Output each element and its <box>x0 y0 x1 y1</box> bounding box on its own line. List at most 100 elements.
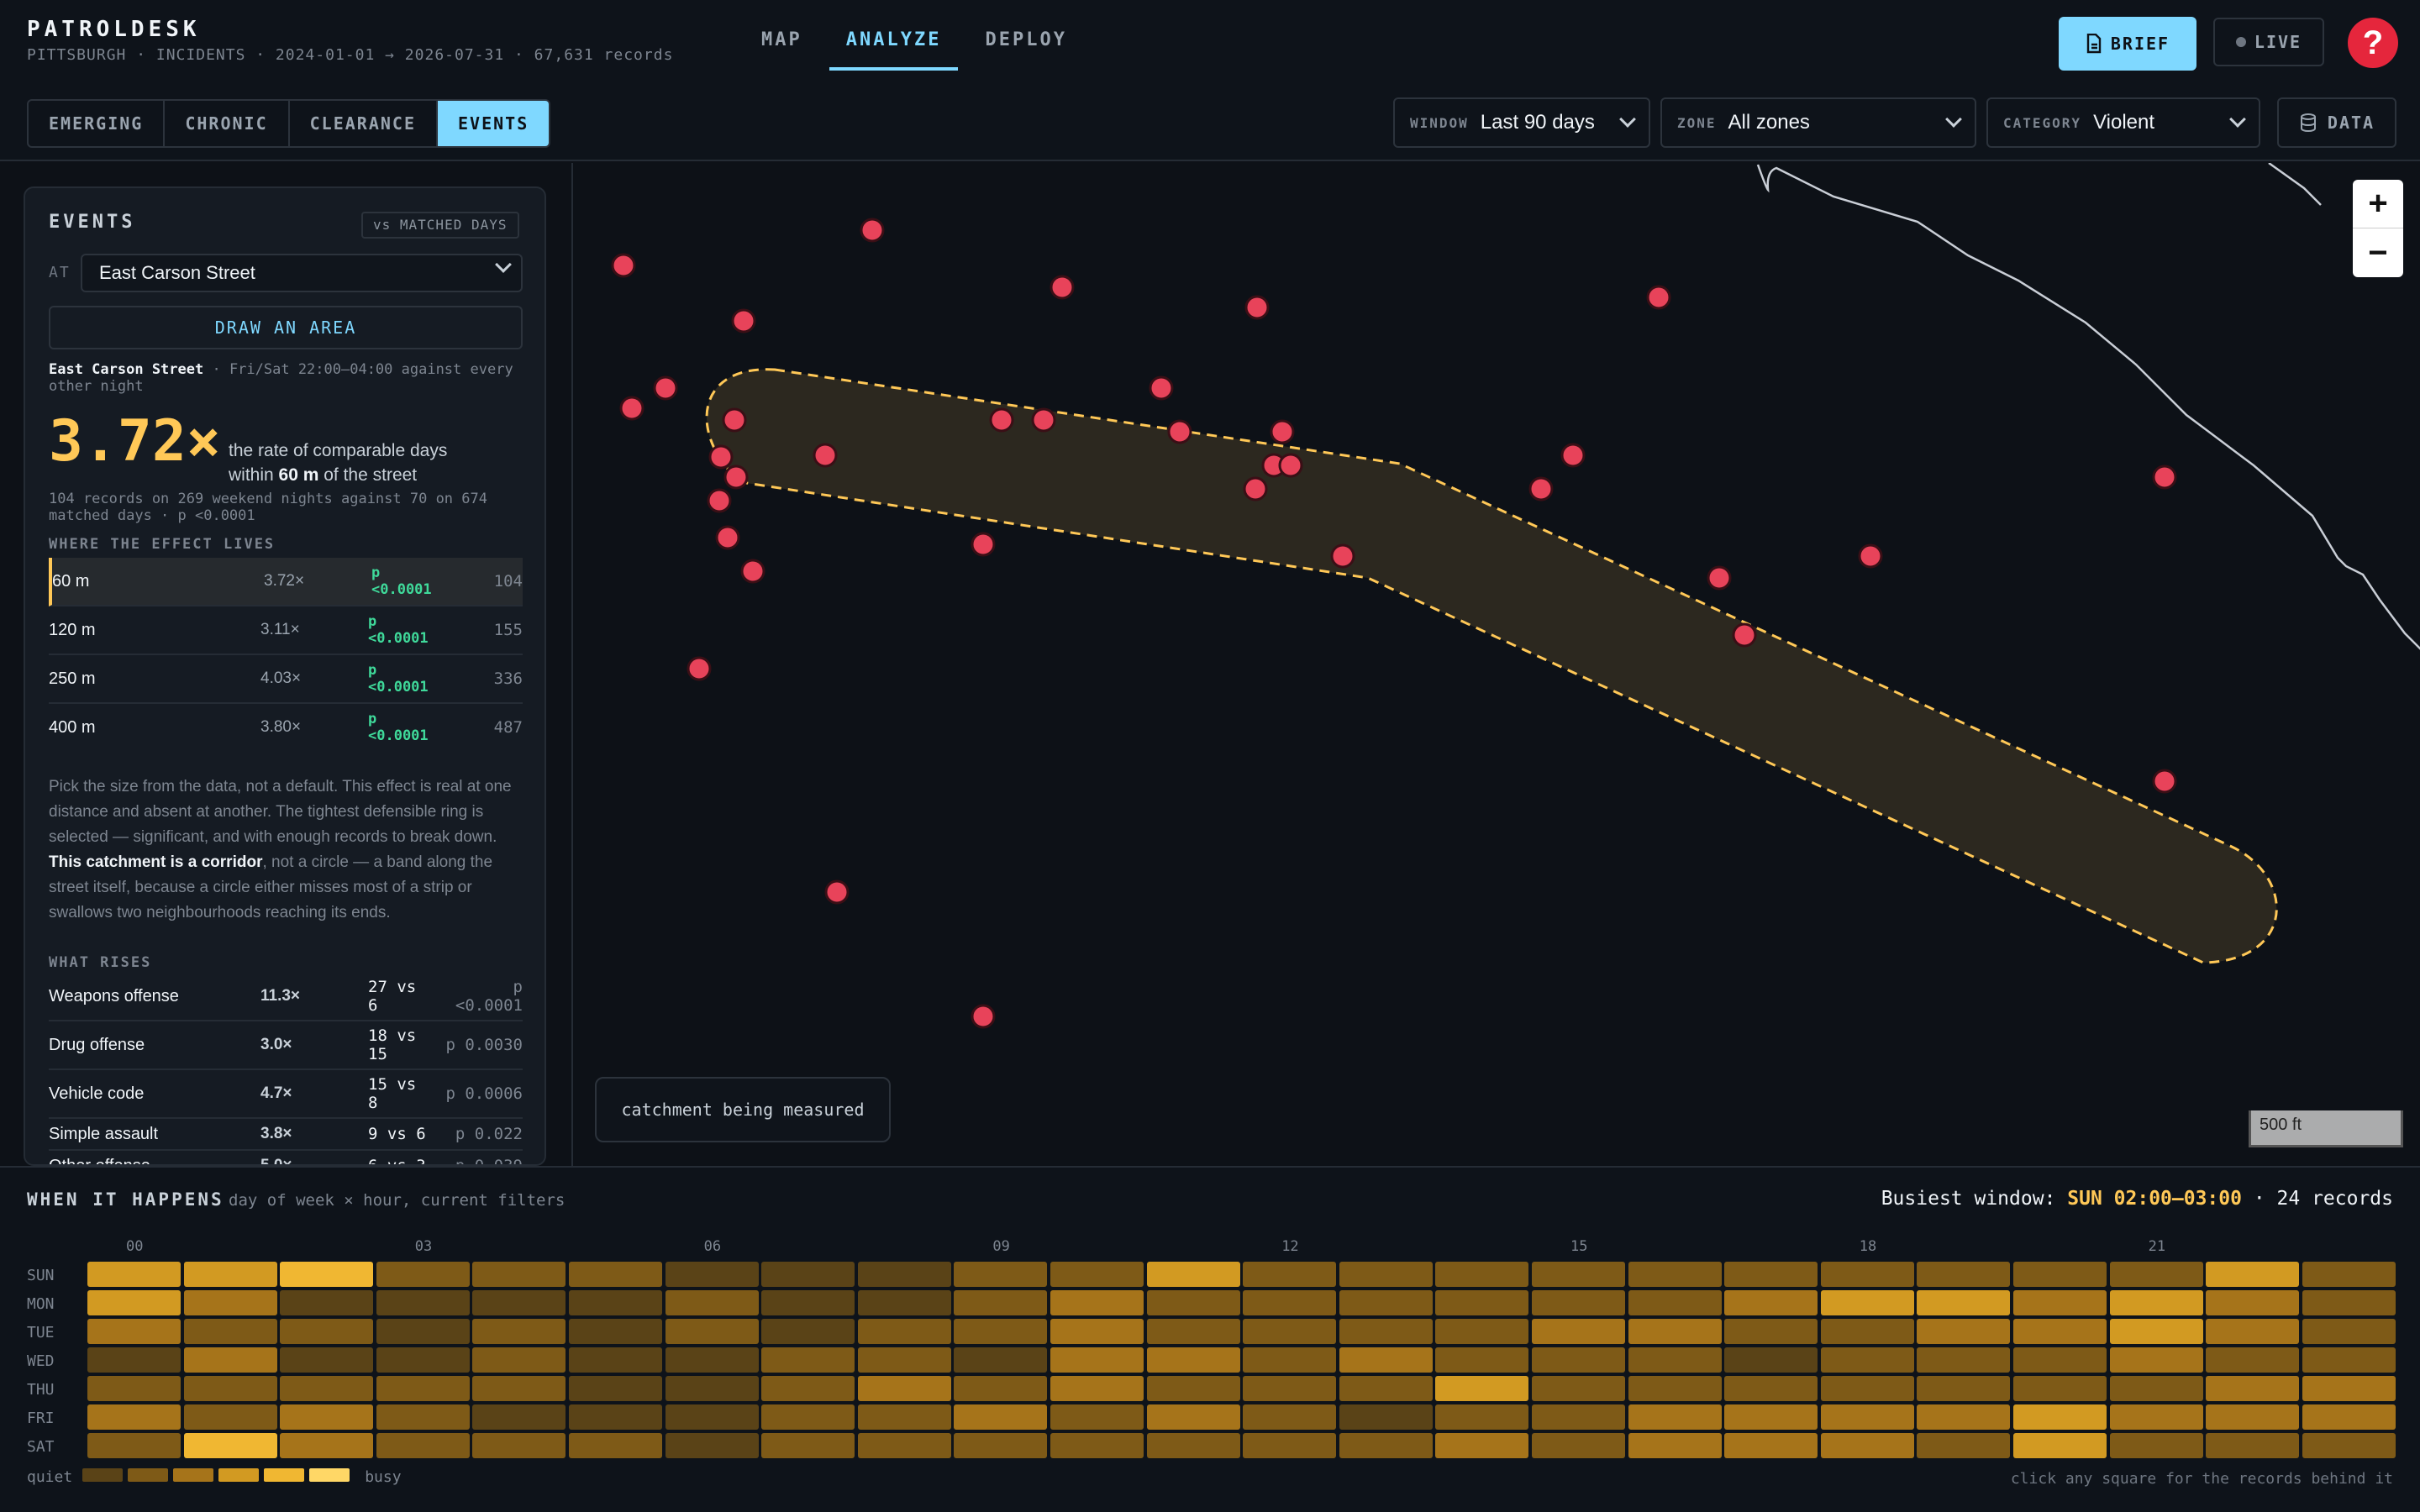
mode-events[interactable]: EVENTS <box>438 101 550 146</box>
heatmap-cell[interactable] <box>1050 1319 1144 1344</box>
heatmap-cell[interactable] <box>1146 1319 1240 1344</box>
incident-marker[interactable] <box>611 253 636 278</box>
incident-marker[interactable] <box>1167 419 1192 444</box>
heatmap-cell[interactable] <box>472 1290 566 1315</box>
heatmap-cell[interactable] <box>376 1319 470 1344</box>
heatmap-cell[interactable] <box>954 1290 1048 1315</box>
heatmap-cell[interactable] <box>1628 1404 1722 1430</box>
heatmap-cell[interactable] <box>2013 1376 2107 1401</box>
heatmap-cell[interactable] <box>954 1262 1048 1287</box>
heatmap-cell[interactable] <box>2302 1376 2396 1401</box>
incident-marker[interactable] <box>1278 453 1303 478</box>
heatmap-cell[interactable] <box>472 1433 566 1458</box>
heatmap-cell[interactable] <box>1339 1404 1433 1430</box>
incident-marker[interactable] <box>989 407 1014 433</box>
incident-marker[interactable] <box>1528 476 1554 501</box>
heatmap-cell[interactable] <box>1628 1319 1722 1344</box>
heatmap-cell[interactable] <box>1820 1404 1914 1430</box>
heatmap-cell[interactable] <box>2013 1433 2107 1458</box>
rise-row[interactable]: Drug offense 3.0× 18 vs 15 p 0.0030 <box>49 1021 523 1070</box>
heatmap-cell[interactable] <box>1724 1376 1818 1401</box>
heatmap-cell[interactable] <box>1917 1290 2011 1315</box>
heatmap-cell[interactable] <box>1243 1404 1337 1430</box>
heatmap-cell[interactable] <box>569 1376 662 1401</box>
heatmap-cell[interactable] <box>2302 1347 2396 1373</box>
heatmap-cell[interactable] <box>1146 1404 1240 1430</box>
heatmap-cell[interactable] <box>857 1376 951 1401</box>
heatmap-cell[interactable] <box>2109 1347 2203 1373</box>
heatmap-cell[interactable] <box>1243 1319 1337 1344</box>
heatmap-cell[interactable] <box>183 1347 277 1373</box>
heatmap-cell[interactable] <box>954 1404 1048 1430</box>
incident-marker[interactable] <box>740 559 765 584</box>
heatmap-cell[interactable] <box>1917 1347 2011 1373</box>
heatmap-cell[interactable] <box>1243 1262 1337 1287</box>
heatmap-cell[interactable] <box>280 1376 374 1401</box>
heatmap-cell[interactable] <box>569 1404 662 1430</box>
heatmap-cell[interactable] <box>280 1262 374 1287</box>
heatmap-cell[interactable] <box>183 1262 277 1287</box>
heatmap-cell[interactable] <box>1532 1319 1625 1344</box>
heatmap-cell[interactable] <box>1146 1376 1240 1401</box>
heatmap-cell[interactable] <box>2206 1347 2300 1373</box>
heatmap-cell[interactable] <box>2109 1262 2203 1287</box>
zoom-out-button[interactable]: − <box>2368 234 2388 271</box>
location-select[interactable]: East Carson Street <box>81 254 523 292</box>
heatmap-cell[interactable] <box>1435 1347 1529 1373</box>
heatmap-cell[interactable] <box>1243 1376 1337 1401</box>
heatmap-cell[interactable] <box>87 1262 181 1287</box>
heatmap-cell[interactable] <box>280 1290 374 1315</box>
heatmap-cell[interactable] <box>761 1262 855 1287</box>
incident-marker[interactable] <box>653 375 678 401</box>
heatmap-cell[interactable] <box>665 1404 759 1430</box>
heatmap-cell[interactable] <box>1243 1433 1337 1458</box>
heatmap-cell[interactable] <box>472 1404 566 1430</box>
incident-marker[interactable] <box>1330 543 1355 569</box>
heatmap-cell[interactable] <box>1339 1376 1433 1401</box>
heatmap-cell[interactable] <box>665 1319 759 1344</box>
heatmap-cell[interactable] <box>2206 1433 2300 1458</box>
heatmap-cell[interactable] <box>1050 1347 1144 1373</box>
heatmap-cell[interactable] <box>2013 1319 2107 1344</box>
heatmap-cell[interactable] <box>280 1433 374 1458</box>
heatmap-cell[interactable] <box>665 1347 759 1373</box>
heatmap-cell[interactable] <box>857 1262 951 1287</box>
heatmap-cell[interactable] <box>376 1404 470 1430</box>
heatmap-cell[interactable] <box>376 1290 470 1315</box>
heatmap-cell[interactable] <box>954 1319 1048 1344</box>
draw-area-button[interactable]: DRAW AN AREA <box>49 306 523 349</box>
incident-marker[interactable] <box>1031 407 1056 433</box>
effect-row[interactable]: 120 m 3.11× p <0.0001 155 <box>49 606 523 655</box>
incident-marker[interactable] <box>860 218 885 243</box>
heatmap-cell[interactable] <box>2302 1433 2396 1458</box>
heatmap-cell[interactable] <box>761 1376 855 1401</box>
heatmap-cell[interactable] <box>2109 1290 2203 1315</box>
heatmap-cell[interactable] <box>1050 1290 1144 1315</box>
incident-marker[interactable] <box>971 532 996 557</box>
heatmap-cell[interactable] <box>183 1376 277 1401</box>
heatmap-cell[interactable] <box>2302 1319 2396 1344</box>
heatmap-cell[interactable] <box>376 1433 470 1458</box>
incident-marker[interactable] <box>708 444 734 470</box>
nav-tab-deploy[interactable]: DEPLOY <box>985 29 1067 50</box>
heatmap-cell[interactable] <box>954 1347 1048 1373</box>
heatmap-cell[interactable] <box>1435 1376 1529 1401</box>
heatmap-cell[interactable] <box>1146 1290 1240 1315</box>
heatmap-cell[interactable] <box>1724 1319 1818 1344</box>
incident-marker[interactable] <box>1646 285 1671 310</box>
heatmap-cell[interactable] <box>87 1290 181 1315</box>
heatmap-cell[interactable] <box>1050 1433 1144 1458</box>
heatmap-cell[interactable] <box>376 1347 470 1373</box>
heatmap-cell[interactable] <box>2109 1433 2203 1458</box>
heatmap-cell[interactable] <box>2302 1262 2396 1287</box>
heatmap-cell[interactable] <box>857 1433 951 1458</box>
heatmap-cell[interactable] <box>1146 1433 1240 1458</box>
heatmap-cell[interactable] <box>569 1433 662 1458</box>
incident-marker[interactable] <box>1858 543 1883 569</box>
heatmap-cell[interactable] <box>280 1404 374 1430</box>
effect-row[interactable]: 250 m 4.03× p <0.0001 336 <box>49 655 523 704</box>
heatmap-cell[interactable] <box>1339 1319 1433 1344</box>
heatmap-cell[interactable] <box>569 1319 662 1344</box>
heatmap-cell[interactable] <box>87 1376 181 1401</box>
heatmap-cell[interactable] <box>1146 1347 1240 1373</box>
